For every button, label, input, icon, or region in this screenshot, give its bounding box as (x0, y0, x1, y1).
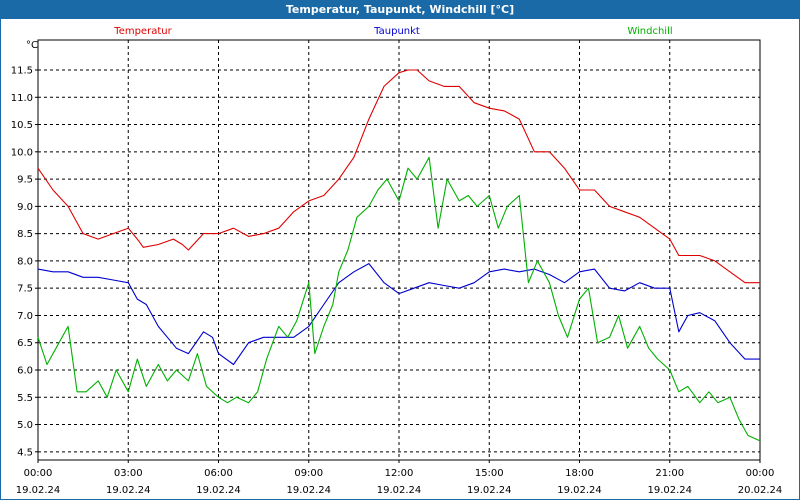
x-tick-time-label: 00:00 (24, 468, 53, 479)
y-tick-label: 11.0 (11, 93, 33, 104)
grid (38, 40, 760, 460)
x-tick-date-label: 19.02.24 (196, 485, 241, 496)
y-tick-label: 9.0 (17, 202, 33, 213)
x-tick-date-label: 19.02.24 (377, 485, 422, 496)
y-tick-label: 10.0 (11, 147, 33, 158)
x-tick-date-label: 19.02.24 (16, 485, 61, 496)
legend-entry-temperatur: Temperatur (113, 26, 172, 37)
x-tick-time-label: 21:00 (655, 468, 684, 479)
x-tick-date-label: 19.02.24 (647, 485, 692, 496)
y-tick-label: 9.5 (17, 175, 33, 186)
y-tick-label: 8.0 (17, 256, 33, 267)
chart-title: Temperatur, Taupunkt, Windchill [°C] (0, 0, 800, 19)
y-tick-label: 10.5 (11, 120, 33, 131)
x-tick-time-label: 09:00 (294, 468, 323, 479)
series-line-windchill (37, 156, 761, 442)
y-tick-label: 8.5 (17, 229, 33, 240)
y-tick-label: 5.0 (17, 420, 33, 431)
x-tick-date-label: 19.02.24 (467, 485, 512, 496)
legend-entry-windchill: Windchill (627, 26, 672, 37)
y-axis-unit-label: °C (26, 40, 38, 51)
x-tick-date-label: 19.02.24 (557, 485, 602, 496)
series-line-temperatur (37, 69, 760, 284)
x-tick-time-label: 15:00 (475, 468, 504, 479)
x-tick-date-label: 19.02.24 (286, 485, 331, 496)
y-tick-label: 11.5 (11, 66, 33, 77)
x-tick-time-label: 00:00 (746, 468, 775, 479)
y-tick-label: 6.5 (17, 338, 33, 349)
y-tick-label: 4.5 (17, 447, 33, 458)
y-tick-label: 7.5 (17, 284, 33, 295)
y-tick-label: 7.0 (17, 311, 33, 322)
x-tick-date-label: 19.02.24 (106, 485, 151, 496)
legend: Temperatur Taupunkt Windchill (113, 26, 672, 37)
y-tick-label: 6.0 (17, 366, 33, 377)
x-tick-time-label: 06:00 (204, 468, 233, 479)
x-tick-time-label: 18:00 (565, 468, 594, 479)
x-tick-date-label: 20.02.24 (738, 485, 783, 496)
series (37, 69, 761, 442)
series-line-taupunkt (37, 263, 760, 366)
legend-entry-taupunkt: Taupunkt (373, 26, 420, 37)
axes: 4.5 5.0 5.5 6.0 6.5 7.0 7.5 8.0 8.5 9.0 9.5 10.0 10.… (11, 66, 783, 497)
x-tick-time-label: 12:00 (385, 468, 414, 479)
y-tick-label: 5.5 (17, 393, 33, 404)
x-tick-time-label: 03:00 (114, 468, 143, 479)
